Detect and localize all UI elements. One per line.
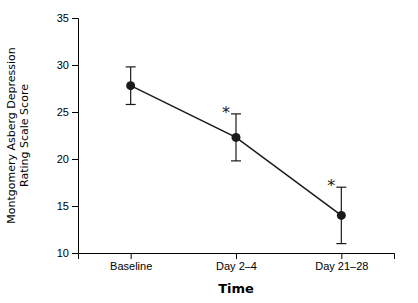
y-tick: 20 — [57, 153, 78, 165]
x-tick: Baseline — [110, 253, 152, 272]
x-axis: Baseline Day 2–4 Day 21–28 — [79, 253, 395, 272]
error-bar-cap — [336, 243, 346, 244]
point — [337, 211, 346, 220]
x-tick-mark — [341, 253, 342, 259]
error-bar-cap — [231, 160, 241, 161]
y-tick: 25 — [57, 106, 78, 118]
plot: 101520253035BaselineDay 2–4Day 21–28** — [57, 12, 395, 272]
line — [131, 86, 342, 216]
y-tick: 10 — [57, 247, 78, 259]
y-tick: 30 — [57, 59, 78, 71]
x-tick: Day 2–4 — [216, 253, 257, 272]
x-tick: Day 21–28 — [315, 253, 368, 272]
x-tick-mark — [236, 253, 237, 259]
y-axis: 10 15 20 25 30 35 — [57, 12, 79, 259]
x-tick-label: Baseline — [110, 260, 152, 272]
x-tick-mark — [131, 253, 132, 259]
x-axis-title: Time — [218, 281, 254, 296]
error-bar-cap — [336, 187, 346, 188]
y-tick-mark — [72, 159, 78, 160]
y-tick-mark — [72, 206, 78, 207]
y-tick-mark — [72, 253, 78, 254]
y-tick: 15 — [57, 200, 78, 212]
error-bar-cap — [231, 113, 241, 114]
error-bar — [126, 67, 136, 105]
y-axis-title-line: Rating Scale Score — [18, 84, 31, 187]
y-axis-title: Montgomery Asberg DepressionRating Scale… — [5, 47, 31, 224]
y-tick-label: 15 — [57, 200, 69, 212]
x-tick-label: Day 21–28 — [315, 260, 368, 272]
marks — [126, 67, 347, 244]
y-tick-label: 10 — [57, 247, 69, 259]
error-bar-cap — [126, 104, 136, 105]
point — [126, 81, 135, 90]
y-tick: 35 — [57, 12, 78, 24]
y-axis-title-line: Montgomery Asberg Depression — [5, 47, 18, 224]
error-bar-cap — [126, 66, 136, 67]
chart: 101520253035BaselineDay 2–4Day 21–28**Ti… — [0, 0, 418, 303]
y-tick-mark — [72, 18, 78, 19]
y-axis-line — [72, 19, 79, 254]
y-tick-label: 30 — [57, 59, 69, 71]
x-tick-label: Day 2–4 — [216, 260, 257, 272]
y-tick-label: 35 — [57, 12, 69, 24]
y-tick-label: 25 — [57, 106, 69, 118]
point — [232, 133, 241, 142]
y-tick-label: 20 — [57, 153, 69, 165]
annotation: * — [222, 103, 230, 122]
y-tick-mark — [72, 65, 78, 66]
error-bar — [231, 114, 241, 161]
error-bar — [336, 187, 346, 243]
x-axis-line — [79, 254, 395, 260]
annotation: * — [327, 176, 335, 195]
y-tick-mark — [72, 112, 78, 113]
annotations: ** — [222, 103, 335, 195]
